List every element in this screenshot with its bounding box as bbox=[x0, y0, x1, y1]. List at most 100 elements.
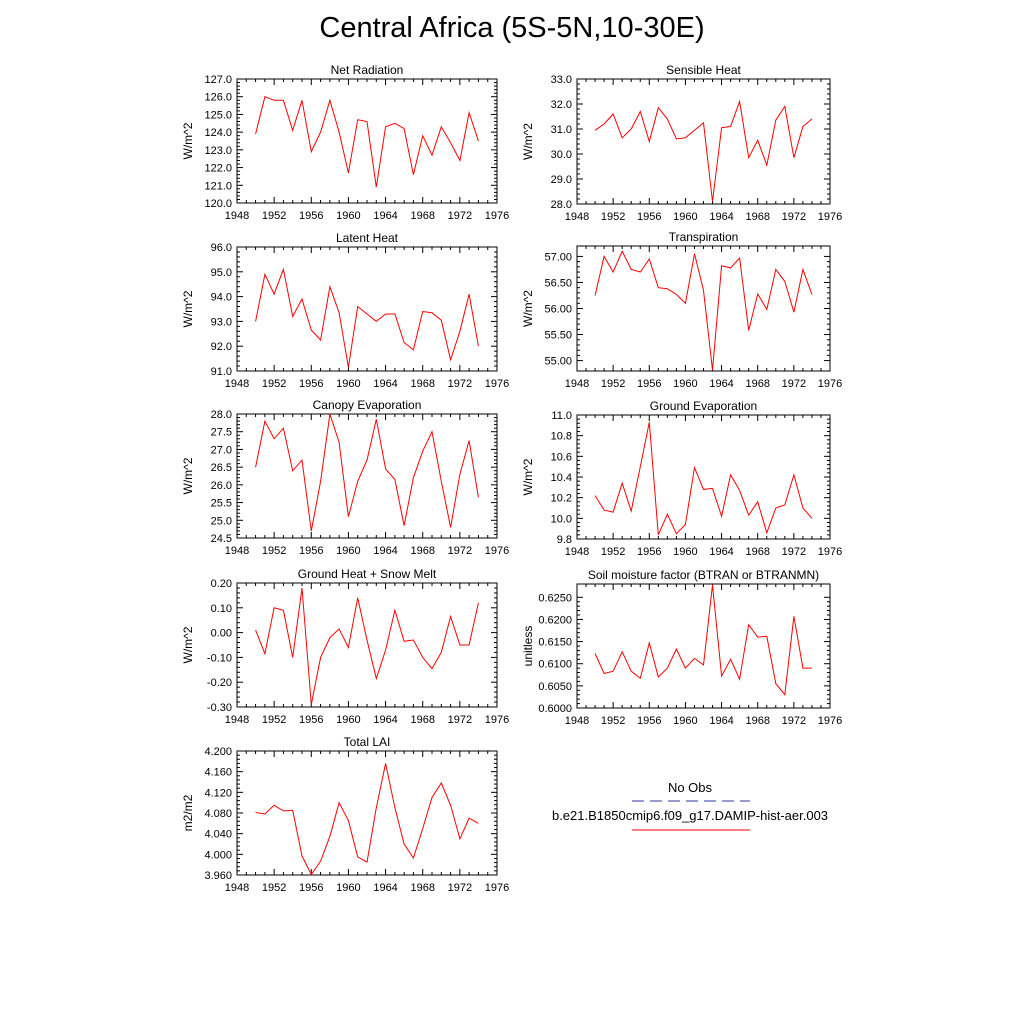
y-axis-label: W/m^2 bbox=[521, 458, 535, 495]
x-tick-label: 1952 bbox=[601, 546, 625, 558]
y-tick-label: 55.00 bbox=[544, 356, 572, 368]
y-tick-label: 0.6200 bbox=[538, 614, 572, 626]
plot-frame bbox=[236, 750, 498, 876]
x-tick-label: 1948 bbox=[565, 378, 589, 390]
x-tick-label: 1948 bbox=[565, 546, 589, 558]
y-tick-label: 10.2 bbox=[551, 493, 572, 505]
x-tick-label: 1972 bbox=[782, 715, 806, 727]
panel-title: Soil moisture factor (BTRAN or BTRANMN) bbox=[588, 568, 819, 582]
y-tick-label: 55.50 bbox=[544, 330, 572, 342]
y-tick-label: 0.6150 bbox=[538, 637, 572, 649]
y-tick-label: 4.000 bbox=[204, 849, 232, 861]
series-line bbox=[594, 99, 813, 202]
x-tick-label: 1964 bbox=[709, 378, 733, 390]
x-tick-label: 1952 bbox=[262, 378, 286, 390]
plot-frame bbox=[576, 414, 831, 540]
y-axis-label: unitless bbox=[521, 626, 535, 667]
y-tick-label: 95.0 bbox=[211, 267, 232, 279]
y-tick-label: 4.040 bbox=[204, 829, 232, 841]
y-tick-label: 96.0 bbox=[211, 242, 232, 254]
y-tick-label: 25.0 bbox=[211, 515, 232, 527]
panel-title: Ground Heat + Snow Melt bbox=[298, 567, 437, 581]
x-tick-label: 1952 bbox=[262, 882, 286, 894]
x-tick-label: 1968 bbox=[410, 378, 434, 390]
y-tick-label: 26.5 bbox=[211, 462, 232, 474]
x-tick-label: 1960 bbox=[336, 545, 360, 557]
x-tick-label: 1964 bbox=[709, 546, 733, 558]
y-axis-label: W/m^2 bbox=[181, 122, 195, 159]
x-tick-label: 1968 bbox=[410, 714, 434, 726]
y-tick-label: 94.0 bbox=[211, 292, 232, 304]
y-tick-label: -0.10 bbox=[207, 652, 232, 664]
y-tick-label: 126.0 bbox=[204, 92, 232, 104]
legend-label-model: b.e21.B1850cmip6.f09_g17.DAMIP-hist-aer.… bbox=[552, 808, 828, 823]
x-tick-label: 1948 bbox=[225, 714, 249, 726]
x-tick-label: 1960 bbox=[336, 210, 360, 222]
y-tick-label: -0.20 bbox=[207, 677, 232, 689]
y-tick-label: 120.0 bbox=[204, 198, 232, 210]
y-tick-label: 56.00 bbox=[544, 304, 572, 316]
x-tick-label: 1952 bbox=[262, 210, 286, 222]
x-tick-label: 1960 bbox=[336, 378, 360, 390]
y-tick-label: 0.10 bbox=[211, 603, 232, 615]
x-tick-label: 1964 bbox=[373, 545, 397, 557]
x-tick-label: 1960 bbox=[673, 211, 697, 223]
series-line bbox=[594, 422, 813, 536]
panel-ground-heat-snow-melt: Ground Heat + Snow Melt W/m^2 1948 1952 1956… bbox=[181, 567, 509, 726]
x-tick-label: 1976 bbox=[485, 882, 509, 894]
y-tick-label: 93.0 bbox=[211, 316, 232, 328]
panel-ground-evaporation: Ground Evaporation W/m^2 1948 1952 1956 1960 1… bbox=[521, 399, 842, 558]
y-tick-label: 29.0 bbox=[551, 174, 572, 186]
y-axis-label: W/m^2 bbox=[181, 626, 195, 663]
y-tick-label: 0.00 bbox=[211, 628, 232, 640]
panel-title: Net Radiation bbox=[331, 63, 404, 77]
plot-frame bbox=[576, 78, 831, 205]
panel-title: Latent Heat bbox=[336, 231, 399, 245]
x-tick-label: 1956 bbox=[637, 378, 661, 390]
y-tick-label: 0.6100 bbox=[538, 659, 572, 671]
x-tick-label: 1972 bbox=[782, 546, 806, 558]
y-tick-label: 10.0 bbox=[551, 513, 572, 525]
y-tick-label: 10.8 bbox=[551, 431, 572, 443]
x-tick-label: 1972 bbox=[448, 714, 472, 726]
plot-frame bbox=[576, 245, 831, 372]
y-tick-label: 127.0 bbox=[204, 74, 232, 86]
series-line bbox=[594, 250, 813, 371]
x-tick-label: 1976 bbox=[485, 714, 509, 726]
y-tick-label: 123.0 bbox=[204, 145, 232, 157]
panel-title: Total LAI bbox=[344, 735, 391, 749]
x-tick-label: 1972 bbox=[448, 210, 472, 222]
legend-label-obs: No Obs bbox=[668, 780, 713, 795]
x-tick-label: 1956 bbox=[299, 210, 323, 222]
x-tick-label: 1964 bbox=[709, 715, 733, 727]
series-line bbox=[594, 584, 812, 696]
panel-title: Sensible Heat bbox=[666, 63, 741, 77]
y-axis-label: m2/m2 bbox=[181, 794, 195, 831]
y-tick-label: 10.4 bbox=[551, 472, 572, 484]
y-axis-label: W/m^2 bbox=[521, 123, 535, 160]
x-tick-label: 1976 bbox=[485, 378, 509, 390]
y-tick-label: 28.0 bbox=[211, 409, 232, 421]
y-tick-label: 0.6000 bbox=[538, 703, 572, 715]
series-line bbox=[255, 413, 479, 531]
y-tick-label: 56.50 bbox=[544, 277, 572, 289]
x-tick-label: 1960 bbox=[336, 882, 360, 894]
x-tick-label: 1964 bbox=[373, 882, 397, 894]
y-tick-label: 92.0 bbox=[211, 341, 232, 353]
x-tick-label: 1952 bbox=[601, 211, 625, 223]
panel-net-radiation: Net Radiation W/m^2 1948 1952 1956 1960 1964 19… bbox=[181, 63, 509, 222]
panel-title: Canopy Evaporation bbox=[313, 398, 422, 412]
plot-frame bbox=[236, 78, 498, 204]
x-tick-label: 1956 bbox=[299, 882, 323, 894]
x-tick-label: 1948 bbox=[225, 882, 249, 894]
x-tick-label: 1976 bbox=[485, 210, 509, 222]
x-tick-label: 1952 bbox=[601, 715, 625, 727]
panel-title: Transpiration bbox=[669, 230, 739, 244]
y-tick-label: 91.0 bbox=[211, 366, 232, 378]
x-tick-label: 1968 bbox=[745, 715, 769, 727]
x-tick-label: 1976 bbox=[818, 546, 842, 558]
y-tick-label: 0.6050 bbox=[538, 681, 572, 693]
x-tick-label: 1976 bbox=[818, 378, 842, 390]
x-tick-label: 1956 bbox=[299, 714, 323, 726]
x-tick-label: 1952 bbox=[262, 545, 286, 557]
